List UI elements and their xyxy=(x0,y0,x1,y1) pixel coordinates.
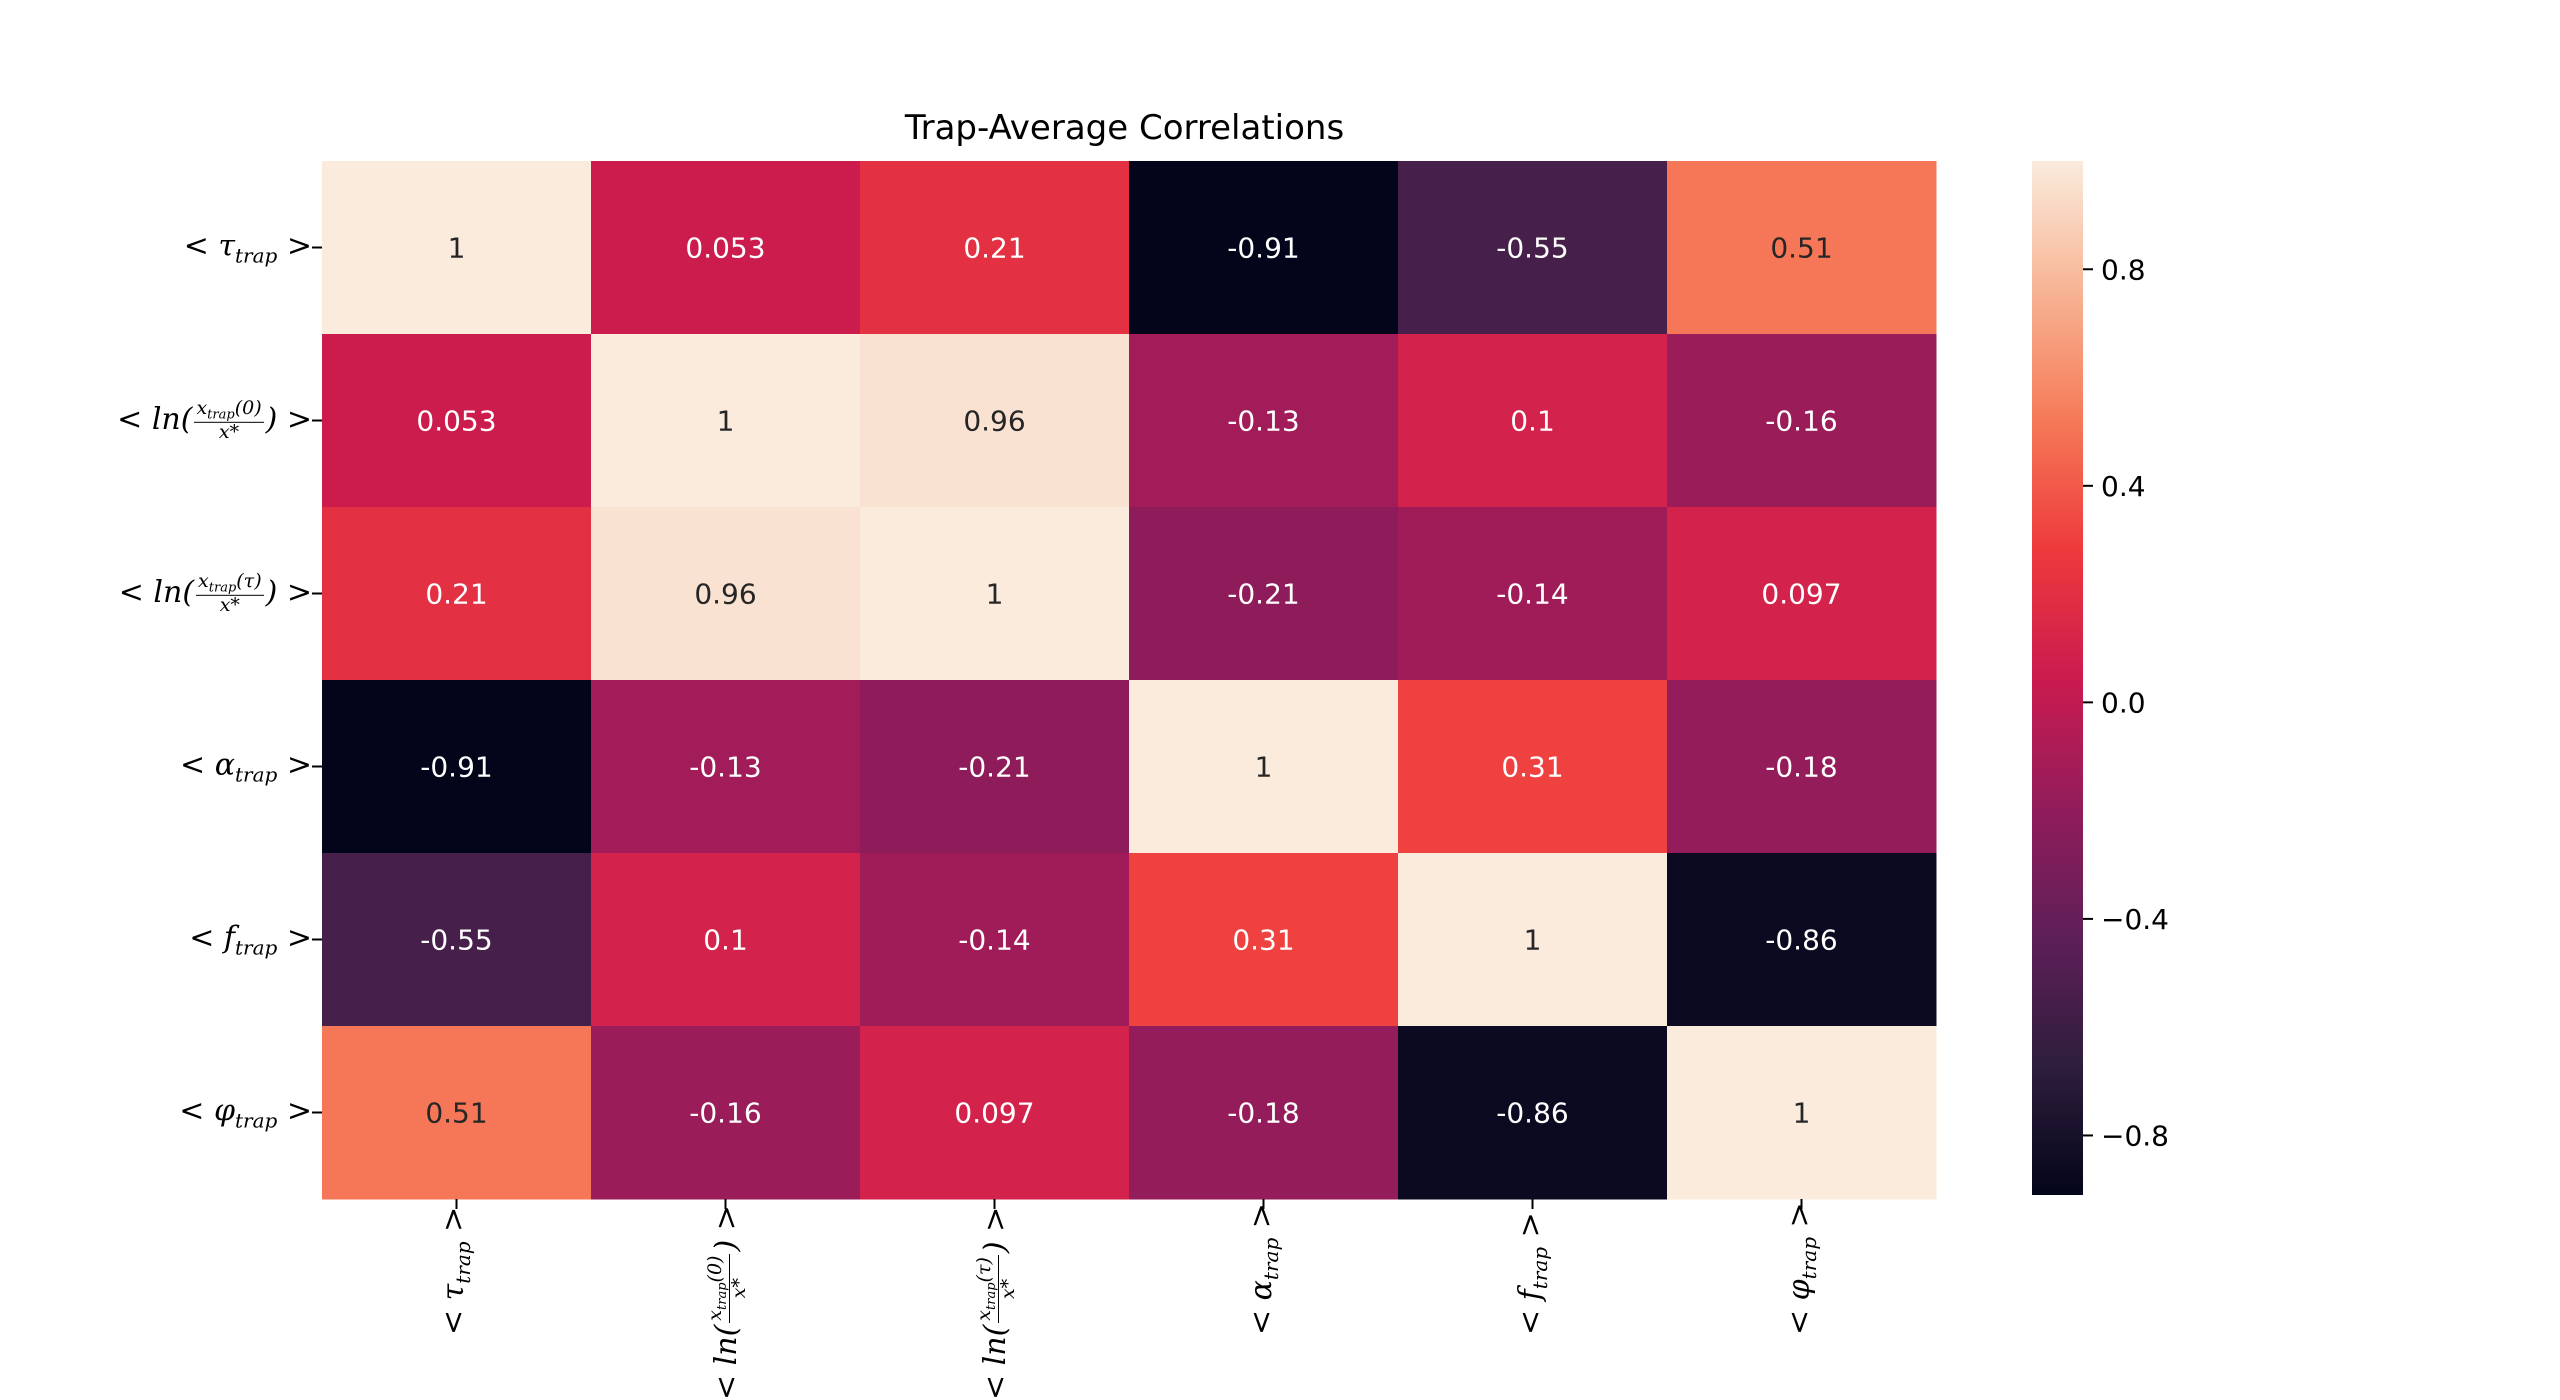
y-tick-label-f: < ftrap > xyxy=(189,920,312,960)
cell-value-label: -0.91 xyxy=(1227,232,1299,265)
cell-value-label: 1 xyxy=(448,232,466,265)
heatmap-cell xyxy=(322,1026,592,1200)
heatmap-cell xyxy=(1398,334,1668,508)
cell-value-label: -0.55 xyxy=(1496,232,1568,265)
chart-title: Trap-Average Correlations xyxy=(904,108,1345,148)
cell-value-label: 0.31 xyxy=(1501,751,1563,784)
x-tick-label-ln-xtau: < ln(xtrap(τ) x*) > xyxy=(973,1206,1020,1400)
cell-value-label: 0.51 xyxy=(1770,232,1832,265)
heatmap-cell xyxy=(860,680,1130,854)
heatmap-cell xyxy=(1398,680,1668,854)
cell-value-label: -0.86 xyxy=(1765,924,1837,957)
cell-value-label: -0.14 xyxy=(1496,578,1568,611)
y-tick-label-alpha: < αtrap > xyxy=(180,747,312,787)
heatmap-cell xyxy=(1129,161,1399,335)
heatmap-cell xyxy=(1129,680,1399,854)
x-tick-label-alpha: < αtrap > xyxy=(1244,1203,1283,1335)
heatmap-cell xyxy=(860,1026,1130,1200)
cell-value-label: 1 xyxy=(1793,1097,1811,1130)
x-tick-label-phi: < φtrap > xyxy=(1782,1202,1821,1335)
heatmap-cell xyxy=(1129,334,1399,508)
cell-value-label: 0.1 xyxy=(703,924,748,957)
cell-value-label: 0.053 xyxy=(416,405,496,438)
heatmap-svg: 1 0.053 0.21 -0.91 -0.55 0.51 0.053 1 0.96 -0.13 0… xyxy=(312,161,2169,1209)
heatmap-cell xyxy=(591,334,861,508)
cell-value-label: 0.21 xyxy=(963,232,1025,265)
cell-value-label: 0.097 xyxy=(1761,578,1841,611)
cell-value-label: 0.96 xyxy=(694,578,756,611)
cell-value-label: -0.86 xyxy=(1496,1097,1568,1130)
heatmap-cell xyxy=(1398,853,1668,1027)
heatmap-cell xyxy=(1398,1026,1668,1200)
colorbar xyxy=(2032,161,2083,1195)
heatmap-figure: Trap-Average Correlations < τtrap > < ln… xyxy=(117,108,2169,1400)
heatmap-cell xyxy=(860,161,1130,335)
cell-value-label: 1 xyxy=(717,405,735,438)
cell-value-label: 0.31 xyxy=(1232,924,1294,957)
heatmap-cell xyxy=(860,853,1130,1027)
heatmap-cell xyxy=(1667,680,1937,854)
heatmap-cell xyxy=(591,161,861,335)
cell-value-label: 1 xyxy=(1255,751,1273,784)
x-tick-label-ln-x0: < ln(xtrap(0) x*) > xyxy=(704,1205,751,1400)
y-ticks xyxy=(312,246,322,1114)
cell-value-label: 0.1 xyxy=(1510,405,1555,438)
heatmap-cell xyxy=(860,507,1130,681)
cell-value-label: -0.21 xyxy=(1227,578,1299,611)
heatmap-cell xyxy=(322,507,592,681)
heatmap-cell xyxy=(1667,334,1937,508)
cell-value-label: -0.55 xyxy=(420,924,492,957)
colorbar-ticks: 0.8 0.4 0.0 −0.4 −0.8 xyxy=(2083,253,2169,1152)
heatmap-cells: 1 0.053 0.21 -0.91 -0.55 0.51 0.053 1 0.96 -0.13 0… xyxy=(322,161,1937,1200)
cell-value-label: 1 xyxy=(1524,924,1542,957)
heatmap-cell xyxy=(1129,853,1399,1027)
y-tick-label-ln-x0: < ln(xtrap(0) x*) > xyxy=(117,396,312,444)
heatmap-cell xyxy=(322,853,592,1027)
cell-value-label: -0.21 xyxy=(958,751,1030,784)
cell-value-label: 0.21 xyxy=(425,578,487,611)
heatmap-cell xyxy=(591,680,861,854)
cell-value-label: 0.053 xyxy=(685,232,765,265)
heatmap-cell xyxy=(322,334,592,508)
cell-value-label: -0.13 xyxy=(689,751,761,784)
cell-value-label: 1 xyxy=(986,578,1004,611)
colorbar-tick-label: −0.8 xyxy=(2101,1119,2169,1152)
cell-value-label: -0.18 xyxy=(1765,751,1837,784)
heatmap-cell xyxy=(591,507,861,681)
cell-value-label: -0.13 xyxy=(1227,405,1299,438)
y-tick-label-ln-xtau: < ln(xtrap(τ) x*) > xyxy=(118,569,312,617)
colorbar-tick-label: 0.0 xyxy=(2101,686,2146,719)
heatmap-cell xyxy=(1398,507,1668,681)
x-tick-label-f: < ftrap > xyxy=(1513,1212,1552,1335)
colorbar-tick-label: −0.4 xyxy=(2101,903,2169,936)
cell-value-label: 0.097 xyxy=(954,1097,1034,1130)
heatmap-cell xyxy=(1667,853,1937,1027)
cell-value-label: -0.16 xyxy=(689,1097,761,1130)
heatmap-cell xyxy=(1398,161,1668,335)
heatmap-cell xyxy=(1667,161,1937,335)
cell-value-label: -0.16 xyxy=(1765,405,1837,438)
colorbar-tick-label: 0.4 xyxy=(2101,470,2146,503)
heatmap-cell xyxy=(860,334,1130,508)
heatmap-cell xyxy=(1129,1026,1399,1200)
heatmap-cell xyxy=(322,680,592,854)
heatmap-cell xyxy=(1129,507,1399,681)
x-ticks xyxy=(455,1199,1803,1209)
heatmap-cell xyxy=(591,853,861,1027)
cell-value-label: 0.96 xyxy=(963,405,1025,438)
y-tick-label-phi: < φtrap > xyxy=(179,1093,312,1133)
x-tick-label-tau: < τtrap > xyxy=(436,1206,475,1335)
cell-value-label: -0.14 xyxy=(958,924,1030,957)
cell-value-label: -0.91 xyxy=(420,751,492,784)
heatmap-cell xyxy=(1667,507,1937,681)
heatmap-cell xyxy=(591,1026,861,1200)
y-tick-label-tau: < τtrap > xyxy=(183,228,312,268)
cell-value-label: 0.51 xyxy=(425,1097,487,1130)
cell-value-label: -0.18 xyxy=(1227,1097,1299,1130)
heatmap-cell xyxy=(1667,1026,1937,1200)
heatmap-cell xyxy=(322,161,592,335)
colorbar-tick-label: 0.8 xyxy=(2101,253,2146,286)
